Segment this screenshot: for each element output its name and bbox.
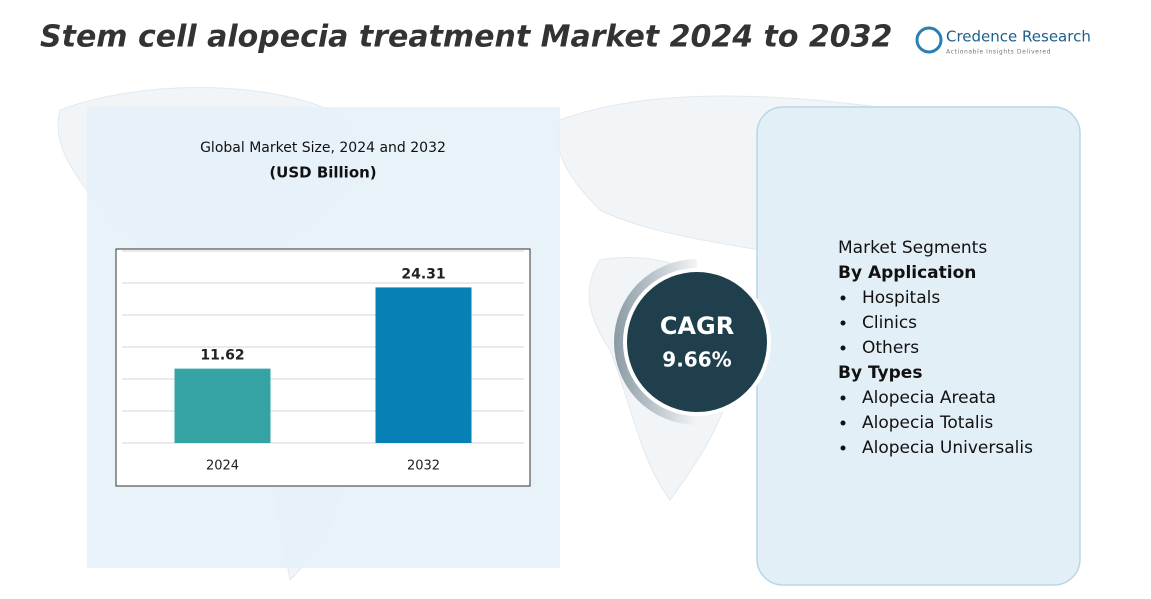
segment-item: Others bbox=[862, 338, 919, 358]
segment-item: Clinics bbox=[862, 313, 917, 333]
cagr-ring bbox=[614, 259, 697, 425]
logo-tagline: Actionable Insights Delivered bbox=[946, 49, 1051, 56]
chart-subtitle: (USD Billion) bbox=[269, 164, 376, 182]
bullet bbox=[840, 320, 846, 326]
x-tick-label: 2032 bbox=[407, 459, 440, 474]
bar bbox=[174, 368, 271, 443]
data-label: 11.62 bbox=[200, 348, 244, 364]
group-title: By Types bbox=[838, 363, 922, 383]
segments-heading: Market Segments bbox=[838, 238, 987, 258]
cagr-value: 9.66% bbox=[662, 348, 731, 372]
data-label: 24.31 bbox=[401, 266, 445, 282]
page-title: Stem cell alopecia treatment Market 2024… bbox=[40, 20, 892, 55]
x-tick-label: 2024 bbox=[206, 459, 239, 474]
logo-icon bbox=[915, 26, 943, 54]
logo-name: Credence Research bbox=[946, 28, 1091, 46]
segments-list: Market Segments By Application Hospitals Cl… bbox=[838, 238, 1033, 458]
segment-item: Alopecia Universalis bbox=[862, 438, 1033, 458]
bullet bbox=[840, 420, 846, 426]
logo: Credence Research Actionable Insights De… bbox=[915, 26, 1091, 56]
chart-title: Global Market Size, 2024 and 2032 bbox=[200, 140, 446, 156]
bar bbox=[375, 287, 472, 443]
cagr-badge bbox=[623, 268, 771, 416]
bullet bbox=[840, 295, 846, 301]
bullet bbox=[840, 445, 846, 451]
cagr-label: CAGR bbox=[660, 312, 734, 340]
segment-item: Hospitals bbox=[862, 288, 940, 308]
group-title: By Application bbox=[838, 263, 976, 283]
bullet bbox=[840, 345, 846, 351]
segment-item: Alopecia Areata bbox=[862, 388, 996, 408]
segment-item: Alopecia Totalis bbox=[862, 413, 993, 433]
plot: 2024 11.62 2032 24.31 bbox=[122, 250, 524, 474]
bullet bbox=[840, 395, 846, 401]
